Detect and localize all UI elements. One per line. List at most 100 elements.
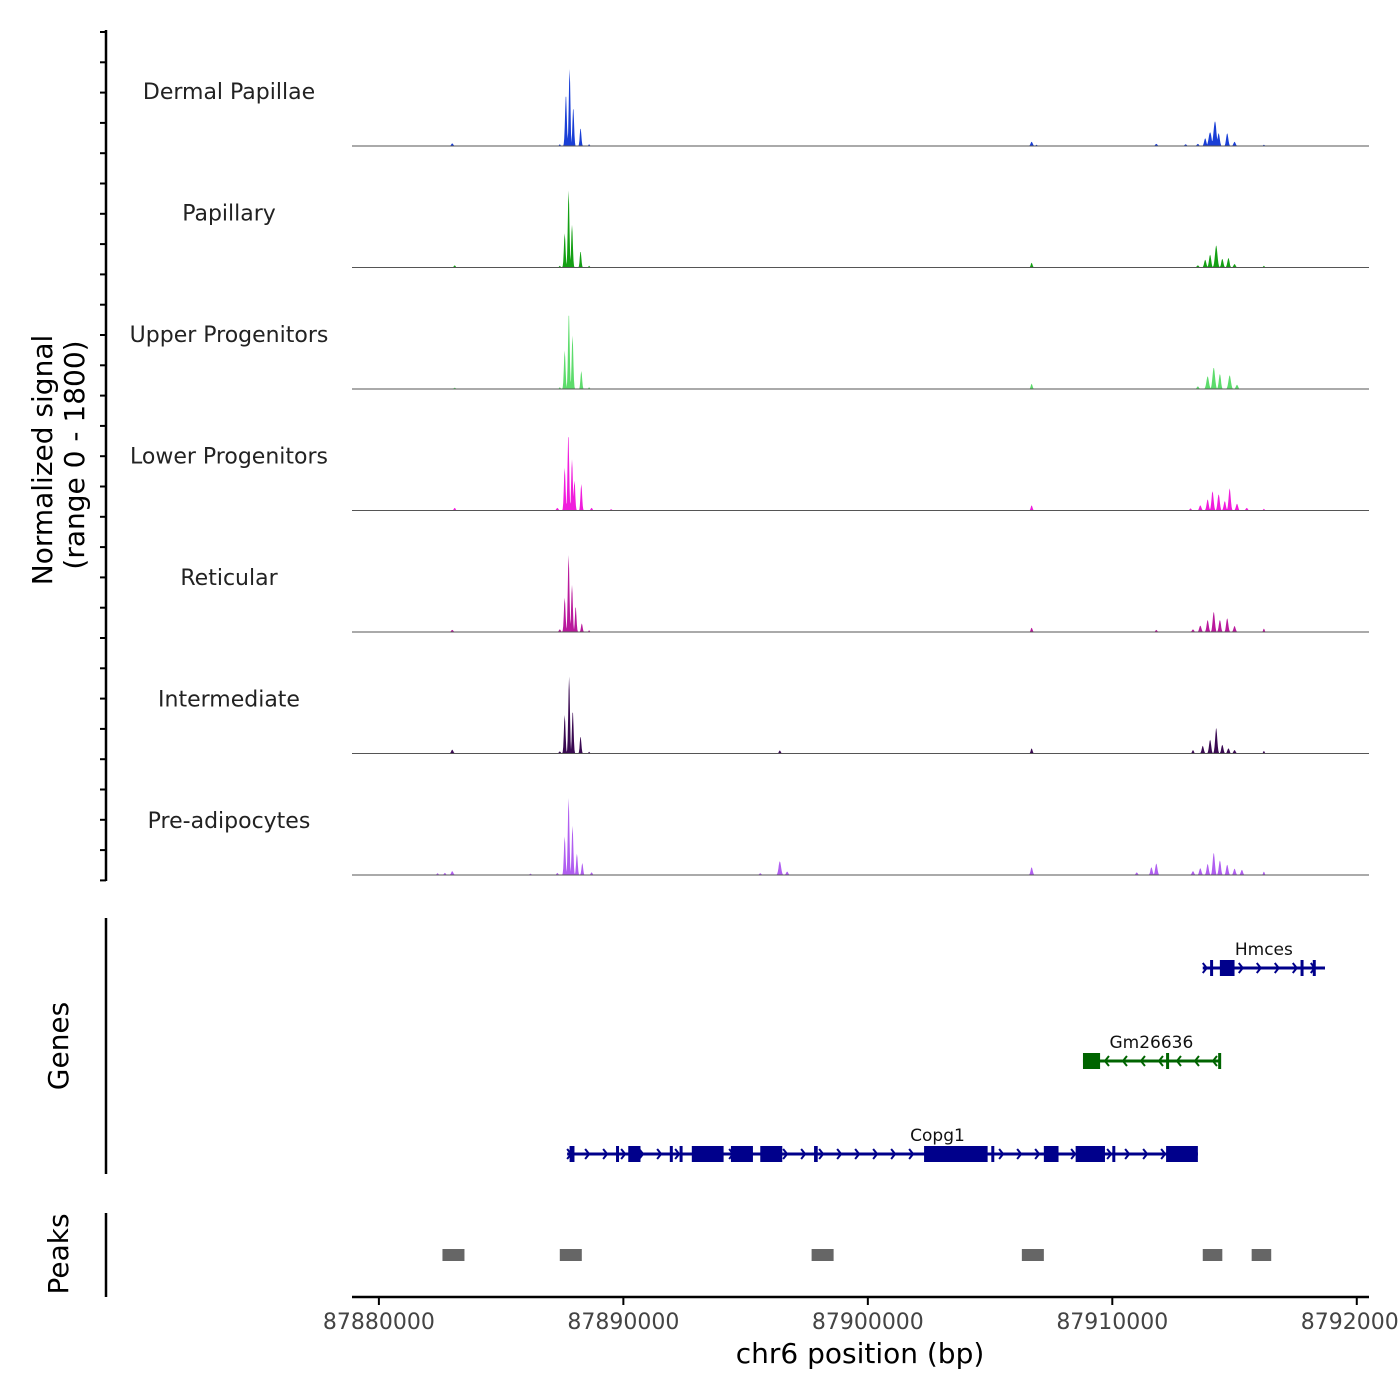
signal-track: Dermal Papillae xyxy=(143,69,1369,147)
gene-label: Gm26636 xyxy=(1110,1033,1194,1053)
strand-arrow xyxy=(1139,1055,1146,1067)
exon xyxy=(669,1146,673,1162)
exon xyxy=(628,1146,641,1162)
strand-arrow xyxy=(836,1148,843,1160)
signal-area xyxy=(352,676,1369,754)
exon xyxy=(1300,960,1304,976)
strand-arrow xyxy=(782,1148,789,1160)
strand-arrow xyxy=(1142,1148,1149,1160)
x-axis: 87880000 87890000 87900000 87910000 87920000 xyxy=(323,1295,1400,1335)
strand-arrow xyxy=(1201,962,1209,974)
track-label: Lower Progenitors xyxy=(130,445,328,470)
strand-arrow xyxy=(1106,1148,1113,1160)
exon xyxy=(616,1146,620,1162)
strand-arrow xyxy=(1034,1148,1041,1160)
signal-track: Papillary xyxy=(182,190,1369,268)
strand-arrow xyxy=(584,1148,591,1160)
peak-region xyxy=(1021,1249,1044,1261)
strand-arrow xyxy=(1016,1148,1023,1160)
strand-arrow xyxy=(602,1148,609,1160)
signal-area xyxy=(352,437,1369,511)
strand-arrow xyxy=(1193,1055,1200,1067)
peak-region xyxy=(1251,1249,1272,1261)
strand-arrow xyxy=(854,1148,861,1160)
peak-region xyxy=(442,1249,465,1261)
strand-arrow xyxy=(872,1148,879,1160)
strand-arrow xyxy=(1211,1055,1218,1067)
signal-area xyxy=(352,69,1369,146)
strand-arrow xyxy=(1157,1055,1164,1067)
signal-track: Upper Progenitors xyxy=(130,315,1369,390)
signal-area xyxy=(352,798,1369,875)
strand-arrow xyxy=(800,1148,807,1160)
exon xyxy=(1210,960,1214,976)
exon xyxy=(691,1146,724,1162)
signal-track: Intermediate xyxy=(158,676,1369,754)
x-tick-label: 87890000 xyxy=(567,1310,679,1335)
exon xyxy=(924,1146,988,1162)
track-label: Intermediate xyxy=(158,688,300,713)
gene-label: Hmces xyxy=(1235,940,1293,960)
gene-gm26636: Gm26636 xyxy=(1082,1033,1222,1069)
exon xyxy=(760,1146,783,1162)
signal-area xyxy=(352,190,1369,268)
strand-arrow xyxy=(1273,962,1281,974)
x-tick-label: 87900000 xyxy=(812,1310,924,1335)
exon xyxy=(1082,1053,1101,1069)
x-tick-label: 87880000 xyxy=(323,1310,435,1335)
signal-area xyxy=(352,555,1369,632)
gene-label: Copg1 xyxy=(910,1126,965,1146)
gene-copg1: Copg1 xyxy=(566,1126,1198,1162)
track-label: Upper Progenitors xyxy=(130,323,329,348)
strand-arrow xyxy=(1103,1055,1110,1067)
genes-panel: Hmces Gm26636 Copg1 xyxy=(104,918,1325,1174)
strand-arrow xyxy=(1160,1148,1167,1160)
strand-arrow xyxy=(1255,962,1263,974)
strand-arrow xyxy=(1121,1055,1128,1067)
strand-arrow xyxy=(656,1148,663,1160)
exon xyxy=(569,1146,575,1162)
track-label: Pre-adipocytes xyxy=(148,809,311,834)
exon xyxy=(814,1146,818,1162)
strand-arrow xyxy=(674,1148,681,1160)
track-label: Dermal Papillae xyxy=(143,80,315,105)
exon xyxy=(1312,960,1316,976)
exon xyxy=(1218,1053,1222,1069)
signal-track: Pre-adipocytes xyxy=(148,798,1369,876)
exon xyxy=(1166,1053,1170,1069)
strand-arrow xyxy=(818,1148,825,1160)
x-axis-title: chr6 position (bp) xyxy=(736,1337,985,1370)
x-tick-label: 87920000 xyxy=(1301,1310,1400,1335)
strand-arrow xyxy=(1175,1055,1182,1067)
strand-arrow xyxy=(1124,1148,1131,1160)
strand-arrow xyxy=(1237,962,1245,974)
genes-panel-label: Genes xyxy=(42,1002,75,1090)
peak-region xyxy=(811,1249,834,1261)
peak-region xyxy=(559,1249,582,1261)
signal-panel: Dermal Papillae Papillary Upper Progenitor… xyxy=(100,30,1369,882)
exon xyxy=(1112,1146,1116,1162)
strand-arrow xyxy=(1070,1148,1077,1160)
strand-arrow xyxy=(1291,962,1299,974)
strand-arrow xyxy=(908,1148,915,1160)
x-tick-label: 87910000 xyxy=(1056,1310,1168,1335)
signal-track: Reticular xyxy=(180,555,1369,633)
exon xyxy=(1043,1146,1059,1162)
track-label: Papillary xyxy=(182,202,276,227)
strand-arrow xyxy=(998,1148,1005,1160)
exon xyxy=(1219,960,1235,976)
exon xyxy=(1075,1146,1105,1162)
peaks-panel xyxy=(104,1213,1272,1297)
signal-track: Lower Progenitors xyxy=(130,437,1369,511)
y-axis-label-line2: (range 0 - 1800) xyxy=(58,340,91,569)
signal-area xyxy=(352,315,1369,389)
exon xyxy=(991,1146,995,1162)
strand-arrow xyxy=(890,1148,897,1160)
peak-region xyxy=(1202,1249,1223,1261)
exon xyxy=(1166,1146,1198,1162)
exon xyxy=(679,1146,683,1162)
exon xyxy=(730,1146,753,1162)
gene-hmces: Hmces xyxy=(1201,940,1325,976)
y-axis-label-line1: Normalized signal xyxy=(26,335,59,586)
